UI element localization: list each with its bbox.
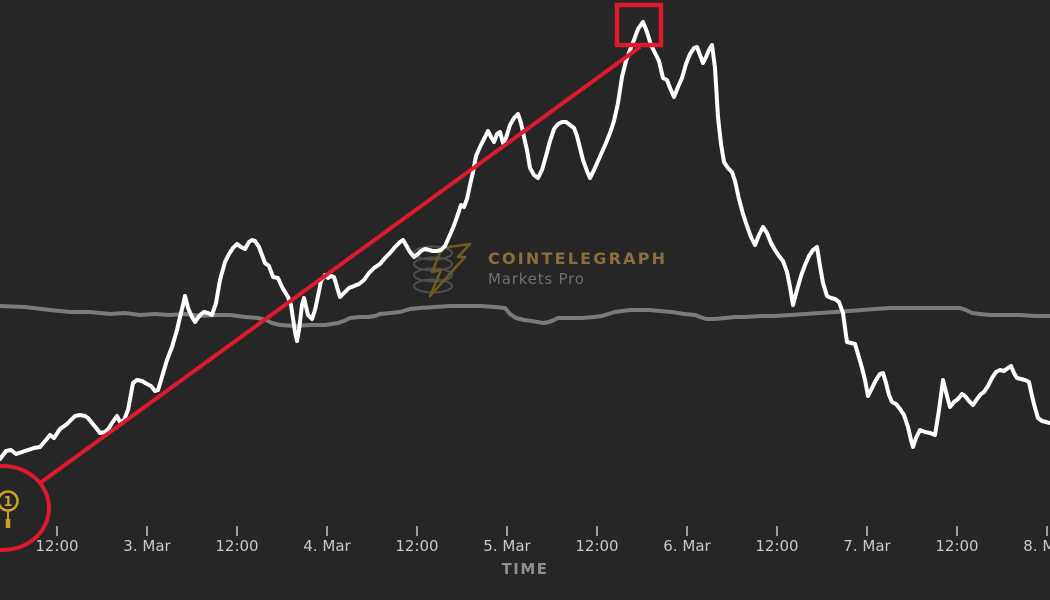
x-axis-label: 12:00 xyxy=(395,537,438,555)
x-axis-label: 6. Mar xyxy=(663,537,711,555)
cointelegraph-watermark: COINTELEGRAPH Markets Pro xyxy=(408,238,667,300)
peak-box-annotation[interactable] xyxy=(614,2,664,48)
pin-number-label: 1 xyxy=(3,495,12,510)
series-layer xyxy=(0,20,1050,461)
x-axis-label: 7. Mar xyxy=(843,537,891,555)
x-axis-label: 8. Mar xyxy=(1023,537,1050,555)
cointelegraph-logo-icon xyxy=(413,242,472,298)
x-axis-label: 4. Mar xyxy=(303,537,351,555)
lightning-bolt-icon xyxy=(428,242,472,298)
x-axis-label: 12:00 xyxy=(575,537,618,555)
x-axis-label: 12:00 xyxy=(935,537,978,555)
event-marker-pin[interactable]: 1 xyxy=(0,490,19,529)
pin-circle xyxy=(0,490,19,512)
x-axis-label: 5. Mar xyxy=(483,537,531,555)
watermark-title: COINTELEGRAPH xyxy=(488,249,668,269)
trendline-annotation[interactable] xyxy=(38,45,642,485)
start-circle-annotation[interactable] xyxy=(0,464,51,552)
x-axis-label: 12:00 xyxy=(215,537,258,555)
annotation-layer: 1 xyxy=(0,2,664,552)
x-axis-label: 12:00 xyxy=(35,537,78,555)
x-axis: 12:00 3. Mar 12:00 4. Mar 12:00 5. Mar 12:00 6.… xyxy=(35,526,1050,555)
x-axis-title: TIME xyxy=(502,560,549,578)
series-main-price xyxy=(0,20,1050,461)
x-axis-label: 3. Mar xyxy=(123,537,171,555)
x-axis-label: 12:00 xyxy=(755,537,798,555)
series-baseline-flat-asset xyxy=(0,304,1050,328)
watermark-subtitle: Markets Pro xyxy=(488,270,585,289)
